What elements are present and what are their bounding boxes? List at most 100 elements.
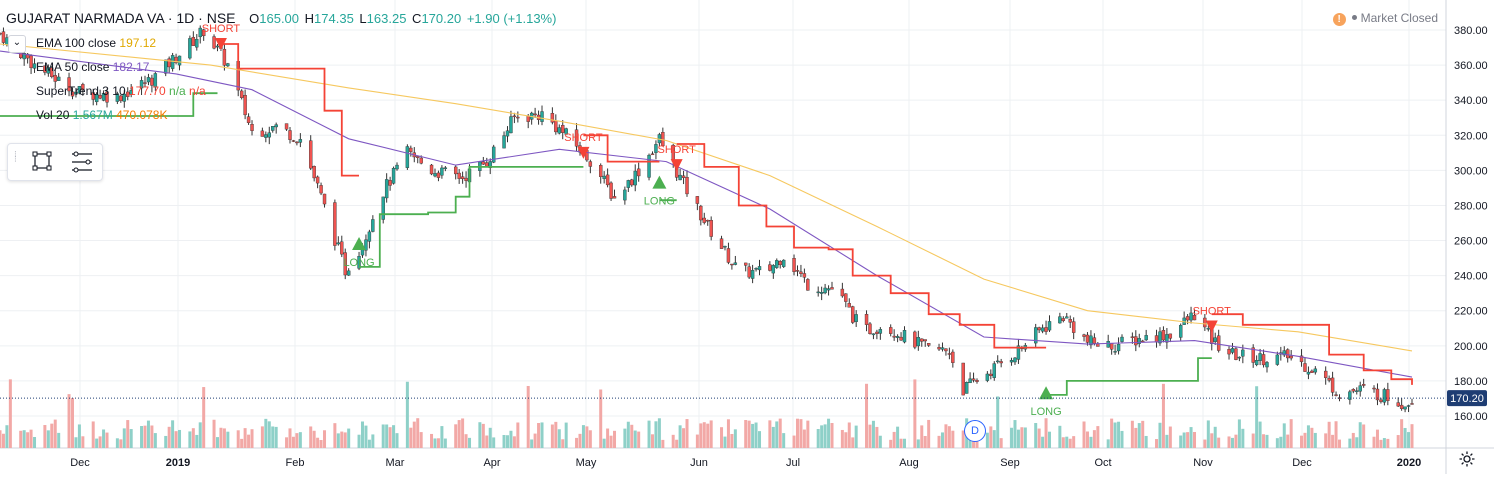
candle-body xyxy=(985,373,990,381)
volume-bar xyxy=(215,437,219,448)
volume-bar xyxy=(502,434,506,448)
volume-bar xyxy=(654,421,658,448)
volume-bar xyxy=(419,432,423,448)
volume-bar xyxy=(1348,438,1352,448)
signal-short-label: SHORT xyxy=(202,23,241,35)
candle-body xyxy=(395,164,399,170)
volume-ma-value: 470.078K xyxy=(116,108,168,122)
market-status[interactable]: ! Market Closed xyxy=(1332,11,1438,26)
volume-bar xyxy=(1400,419,1404,448)
volume-bar xyxy=(585,426,589,448)
candle-body xyxy=(1396,402,1400,407)
candle-body xyxy=(1189,312,1193,321)
candle-body xyxy=(119,95,123,101)
candle-body xyxy=(1113,351,1117,353)
gear-icon[interactable] xyxy=(1458,450,1476,468)
volume-bar xyxy=(799,419,803,448)
volume-bar xyxy=(412,421,416,448)
volume-bar xyxy=(153,433,157,448)
lines-tool-icon[interactable] xyxy=(70,151,94,173)
chevron-down-icon[interactable]: ⌄ xyxy=(8,34,26,53)
candle-body xyxy=(101,92,106,101)
volume-bar xyxy=(102,429,106,448)
volume-bar xyxy=(795,418,799,448)
candle-body xyxy=(319,185,323,194)
x-tick-label: Oct xyxy=(1094,457,1111,469)
volume-bar xyxy=(74,437,78,448)
grip-icon[interactable]: ⁝ ⁝ xyxy=(14,149,17,164)
volume-bar xyxy=(5,425,9,448)
candle-body xyxy=(895,336,900,338)
volume-bar xyxy=(347,428,351,448)
volume-bar xyxy=(1403,427,1407,448)
candle-body xyxy=(730,263,734,266)
candle-body xyxy=(654,144,658,153)
volume-bar xyxy=(1327,421,1331,448)
volume-bar xyxy=(923,436,927,448)
volume-bar xyxy=(98,436,102,448)
volume-bar xyxy=(388,427,392,448)
candle-body xyxy=(295,141,299,144)
legend-ema100[interactable]: ⌄ EMA 100 close 197.12 xyxy=(8,31,206,55)
warning-icon[interactable]: ! xyxy=(1332,13,1346,26)
volume-bar xyxy=(678,425,682,448)
volume-bar xyxy=(744,419,748,448)
candle-body xyxy=(56,76,61,81)
legend-ema50[interactable]: EMA 50 close 182.17 xyxy=(8,55,206,79)
volume-bar xyxy=(274,426,278,448)
x-tick-label: 2019 xyxy=(166,457,190,469)
signal-short-marker xyxy=(1205,320,1218,333)
rectangle-tool-icon[interactable] xyxy=(32,151,52,171)
volume-bar xyxy=(1041,436,1045,448)
candle-body xyxy=(754,268,758,270)
volume-bar xyxy=(758,431,762,448)
volume-bar xyxy=(1258,421,1262,448)
candle-body xyxy=(795,270,800,272)
volume-bar xyxy=(1182,432,1186,448)
volume-bar xyxy=(340,431,344,448)
volume-bar xyxy=(802,429,806,448)
volume-bar xyxy=(916,439,920,448)
candle-body xyxy=(74,91,78,95)
volume-bar xyxy=(1262,434,1266,448)
volume-bar xyxy=(129,429,133,448)
candle-body xyxy=(750,270,755,279)
candle-body xyxy=(0,32,2,35)
candle-body xyxy=(195,38,199,48)
candle-body xyxy=(757,266,762,271)
candle-body xyxy=(443,167,448,169)
volume-bar xyxy=(1137,423,1141,448)
symbol-title[interactable]: GUJARAT NARMADA VA · 1D · NSE xyxy=(6,10,236,26)
candle-body xyxy=(699,205,703,221)
candle-body xyxy=(81,84,85,91)
candle-body xyxy=(1168,333,1173,339)
candle-body xyxy=(564,128,568,135)
legend-supertrend[interactable]: SuperTrend 3 10 177.70 n/a n/a xyxy=(8,79,206,103)
candle-body xyxy=(1033,327,1038,344)
high-value: 174.35 xyxy=(314,11,354,26)
candle-body xyxy=(1265,362,1269,368)
candle-body xyxy=(989,373,993,376)
event-badge[interactable]: D xyxy=(964,420,986,442)
volume-bar xyxy=(1338,439,1342,448)
candle-body xyxy=(98,94,102,99)
candle-body xyxy=(215,45,220,48)
candle-body xyxy=(778,260,782,266)
ema100-line xyxy=(0,43,1413,352)
candle-body xyxy=(391,167,396,184)
candle-body xyxy=(1382,389,1387,403)
volume-bar xyxy=(1358,422,1362,448)
supertrend-line xyxy=(359,166,584,268)
candle-body xyxy=(554,120,558,133)
candle-body xyxy=(239,90,244,98)
volume-bar xyxy=(409,427,413,448)
volume-bar xyxy=(820,425,824,448)
legend-volume[interactable]: Vol 20 1.567M 470.078K xyxy=(8,103,206,127)
volume-bar xyxy=(1234,434,1238,448)
volume-bar xyxy=(1158,422,1162,448)
volume-bar xyxy=(174,431,178,448)
volume-bar xyxy=(1351,432,1355,448)
candle-body xyxy=(260,130,265,137)
